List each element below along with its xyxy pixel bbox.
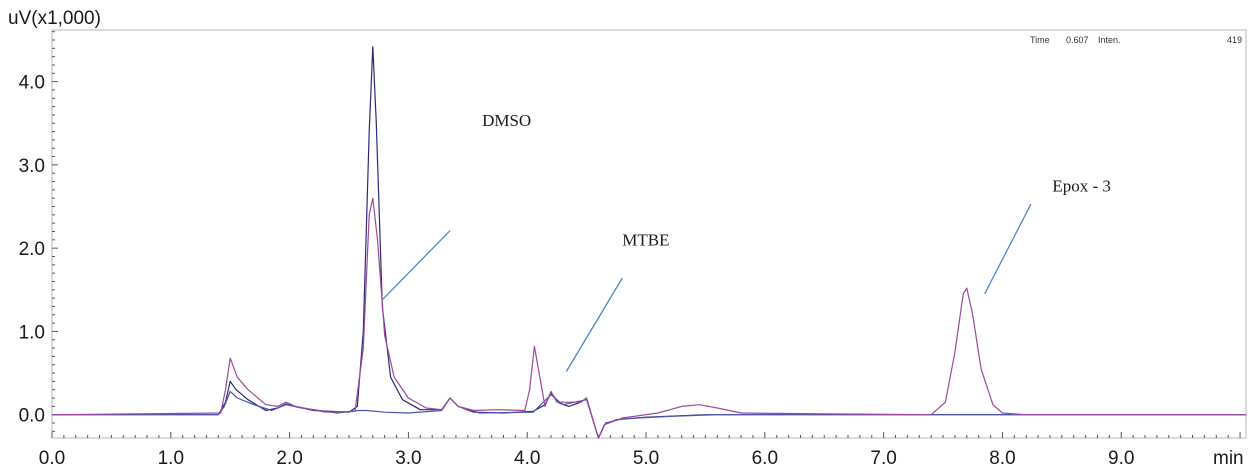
annotation-pointer-line xyxy=(381,230,451,301)
y-tick-label: 3.0 xyxy=(19,156,45,177)
readout-time-label: Time xyxy=(1030,35,1050,45)
annotation-pointer-line xyxy=(565,277,623,372)
x-tick-label: 9.0 xyxy=(1108,448,1134,469)
x-tick-label: 7.0 xyxy=(870,448,896,469)
y-unit-label: uV(x1,000) xyxy=(8,8,101,29)
cursor-readout: Time 0.607 Inten. 419 xyxy=(1030,35,1242,45)
annotation-pointer-line xyxy=(984,203,1032,295)
annotation-label: MTBE xyxy=(622,231,669,250)
annotation-label: Epox - 3 xyxy=(1052,177,1111,196)
plot-area xyxy=(51,29,1247,439)
x-tick-label: 4.0 xyxy=(514,448,540,469)
readout-time-value: 0.607 xyxy=(1066,35,1089,45)
readout-inten-value: 419 xyxy=(1227,35,1242,45)
x-tick-label: 6.0 xyxy=(752,448,778,469)
y-tick-label: 2.0 xyxy=(19,239,45,260)
y-tick-label: 1.0 xyxy=(19,322,45,343)
series-trace-3 xyxy=(51,197,1246,439)
x-tick-label: 2.0 xyxy=(276,448,302,469)
y-tick-label: 4.0 xyxy=(19,73,45,94)
annotation-label: DMSO xyxy=(482,111,531,130)
x-unit-label: min xyxy=(1213,448,1244,469)
readout-inten-label: Inten. xyxy=(1098,35,1121,45)
x-tick-label: 8.0 xyxy=(989,448,1015,469)
x-tick-label: 1.0 xyxy=(158,448,184,469)
x-tick-label: 3.0 xyxy=(395,448,421,469)
x-tick-label: 5.0 xyxy=(633,448,659,469)
y-tick-label: 0.0 xyxy=(19,406,45,427)
x-tick-label: 0.0 xyxy=(39,448,65,469)
